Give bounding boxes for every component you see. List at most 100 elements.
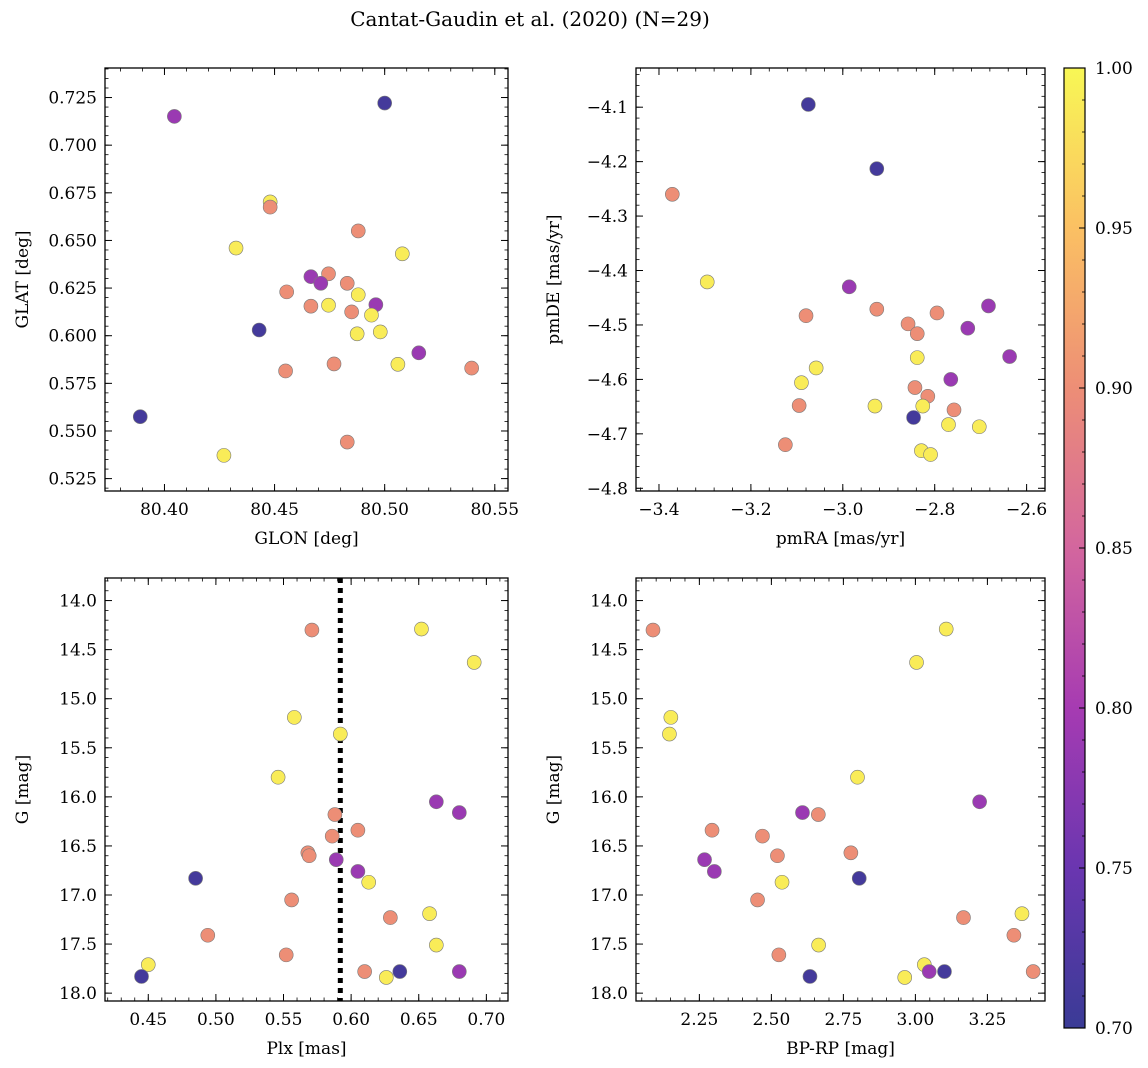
y-tick-label: 16.5 (590, 837, 628, 857)
data-point (770, 848, 785, 864)
data-point (1002, 349, 1017, 364)
data-point (938, 621, 954, 637)
y-tick-label: 0.550 (48, 422, 97, 442)
y-tick-label: 0.725 (48, 89, 97, 109)
data-point (750, 892, 765, 908)
data-point (278, 947, 294, 963)
data-point (339, 276, 355, 291)
data-point (228, 240, 244, 256)
axes-frame (104, 577, 509, 1002)
data-point (909, 350, 925, 365)
data-point (377, 95, 392, 111)
data-point (394, 246, 410, 262)
data-point (929, 305, 945, 321)
colorbar-tick-label: 0.80 (1095, 699, 1133, 719)
data-point (350, 287, 366, 303)
data-point (798, 308, 814, 324)
x-tick-label: 2.75 (824, 1010, 862, 1030)
x-tick-label: −3.0 (822, 500, 863, 520)
data-point (937, 964, 952, 979)
y-tick-label: 14.5 (59, 641, 97, 661)
data-point (466, 655, 482, 670)
data-point (771, 947, 787, 963)
y-tick-label: 15.5 (590, 739, 628, 759)
data-point (452, 964, 467, 979)
data-point (429, 937, 444, 953)
data-point (200, 927, 216, 943)
data-point (303, 298, 319, 314)
data-point (843, 845, 859, 861)
x-tick-label: −2.6 (1006, 500, 1047, 520)
y-tick-label: 15.5 (59, 739, 97, 759)
data-point (378, 970, 394, 985)
data-point (707, 864, 722, 879)
data-point (414, 621, 429, 637)
x-tick-label: 3.00 (896, 1010, 934, 1030)
data-point (802, 969, 818, 984)
data-point (361, 874, 377, 890)
panel-plx-g: 0.45 0.50 0.55 0.60 0.65 0.70 14.0 14.5 15.0 15.5… (13, 577, 509, 1059)
y-tick-label: −4.8 (587, 479, 628, 499)
data-point (907, 380, 923, 395)
y-tick-label: 0.650 (48, 231, 97, 251)
data-point (251, 322, 267, 338)
data-point (971, 419, 987, 435)
data-point (645, 622, 661, 638)
data-point (326, 356, 342, 372)
colorbar-tick-label: 0.90 (1095, 379, 1133, 399)
data-point (357, 964, 372, 979)
data-point (422, 906, 437, 921)
data-point (662, 726, 677, 742)
data-point (811, 807, 826, 822)
data-point (429, 794, 444, 810)
y-tick-label: −4.5 (587, 316, 628, 336)
y-tick-label: −4.1 (587, 98, 628, 118)
x-tick-label: −3.4 (638, 500, 679, 520)
data-point (287, 710, 302, 725)
data-point (262, 199, 278, 215)
data-point (464, 360, 479, 376)
x-axis-label: GLON [deg] (254, 529, 358, 549)
data-point (321, 266, 336, 282)
y-tick-label: 14.0 (59, 592, 97, 612)
y-axis-label: G [mag] (544, 755, 564, 824)
y-tick-label: 17.0 (590, 886, 628, 906)
data-point (350, 864, 366, 879)
y-tick-label: −4.3 (587, 207, 628, 227)
axes-frame (104, 67, 509, 492)
data-point (350, 223, 366, 239)
data-point (270, 769, 286, 785)
y-tick-label: 15.0 (590, 690, 628, 710)
x-tick-label: 0.60 (332, 1010, 370, 1030)
data-point (349, 326, 365, 342)
data-point (390, 356, 406, 372)
y-tick-label: 17.5 (590, 935, 628, 955)
data-point (279, 284, 294, 300)
data-point (841, 279, 857, 295)
data-point (699, 274, 715, 290)
x-tick-label: 0.55 (265, 1010, 303, 1030)
x-tick-label: 0.70 (467, 1010, 505, 1030)
y-tick-label: 0.525 (48, 470, 97, 490)
y-tick-label: 0.675 (48, 184, 97, 204)
x-tick-label: 0.50 (197, 1010, 235, 1030)
data-point (794, 375, 809, 390)
data-point (1025, 964, 1041, 979)
data-point (665, 187, 680, 202)
colorbar: 0.70 0.75 0.80 0.85 0.90 0.95 1.00 (1063, 59, 1133, 1039)
data-point (327, 807, 343, 822)
data-point (1014, 906, 1030, 921)
axes-frame (635, 67, 1046, 492)
data-point (339, 434, 355, 450)
y-axis-label: GLAT [deg] (13, 230, 33, 328)
data-point (132, 409, 148, 424)
data-point (909, 326, 925, 341)
data-point (313, 276, 329, 291)
data-point (897, 970, 913, 985)
x-tick-label: −2.8 (914, 500, 955, 520)
data-point (791, 398, 807, 413)
data-point (972, 794, 987, 810)
y-tick-label: 0.625 (48, 279, 97, 299)
data-point (344, 304, 359, 320)
